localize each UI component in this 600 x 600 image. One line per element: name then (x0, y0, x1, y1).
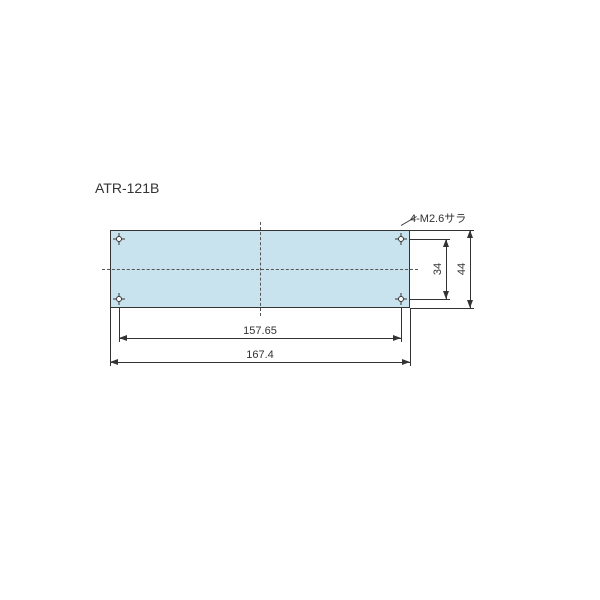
centerline-vertical (260, 222, 261, 316)
hole (398, 236, 404, 242)
extension-line (410, 230, 474, 231)
extension-line (410, 299, 450, 300)
arrowhead (443, 239, 449, 247)
hole (116, 296, 122, 302)
dimension-value: 44 (456, 261, 468, 277)
dimension-line (110, 362, 410, 363)
dimension-line (446, 239, 447, 299)
dimension-line (119, 338, 401, 339)
arrowhead (443, 291, 449, 299)
dimension-line (470, 230, 471, 308)
drawing-canvas: ATR-121B 4-M2.6サラ 157.65 167.4 34 44 (0, 0, 600, 600)
dimension-value: 157.65 (241, 325, 279, 337)
dimension-value: 34 (432, 261, 444, 277)
dimension-value: 167.4 (244, 349, 276, 361)
hole (398, 296, 404, 302)
extension-line (401, 308, 402, 342)
extension-line (410, 308, 411, 366)
arrowhead (119, 335, 127, 341)
hole (116, 236, 122, 242)
hole-spec-label: 4-M2.6サラ (410, 210, 466, 226)
arrowhead (393, 335, 401, 341)
arrowhead (467, 230, 473, 238)
part-number-label: ATR-121B (95, 180, 159, 196)
arrowhead (110, 359, 118, 365)
extension-line (110, 308, 111, 366)
arrowhead (467, 300, 473, 308)
extension-line (410, 308, 474, 309)
arrowhead (402, 359, 410, 365)
